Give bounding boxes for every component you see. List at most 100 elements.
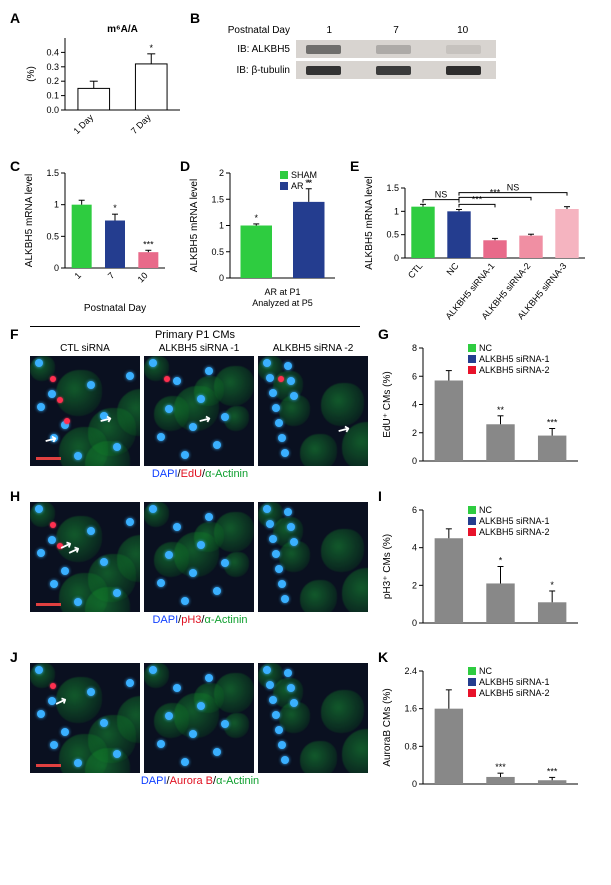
- svg-text:EdU⁺ CMs (%): EdU⁺ CMs (%): [382, 371, 393, 437]
- svg-text:1.5: 1.5: [46, 168, 59, 178]
- svg-text:2: 2: [219, 168, 224, 178]
- svg-text:4: 4: [412, 543, 417, 553]
- svg-text:NC: NC: [479, 343, 492, 353]
- figure: A m⁶A/A 0.0 0.1 0.2 0.3 0.4 (%) 1 Day * 7 Day B P…: [10, 10, 601, 802]
- micrograph-row-J: ↗: [30, 663, 370, 773]
- svg-text:m⁶A/A: m⁶A/A: [107, 24, 138, 35]
- svg-text:NC: NC: [445, 260, 461, 277]
- panel-K: K 0 0.8 1.6 2.4 AuroraB CMs (%) *** *** NC ALKBH…: [378, 649, 588, 802]
- chart-edu: 02468EdU⁺ CMs (%)*****NCALKBH5 siRNA-1AL…: [378, 336, 583, 476]
- panel-F-header: Primary P1 CMs: [30, 326, 360, 341]
- chart-m6a: m⁶A/A 0.0 0.1 0.2 0.3 0.4 (%) 1 Day * 7 Day: [20, 20, 190, 150]
- panel-J: J ↗ DAPI/Aurora B/α-Actinin: [10, 649, 370, 787]
- stain-label-F: DAPI/EdU/α-Actinin: [30, 468, 370, 480]
- blot-header-label: Postnatal Day: [210, 25, 290, 36]
- micrograph-row-H: ↗↗: [30, 502, 370, 612]
- svg-text:NC: NC: [479, 666, 492, 676]
- svg-text:0.5: 0.5: [211, 247, 224, 257]
- svg-text:0.5: 0.5: [46, 231, 59, 241]
- panel-E: E 00.511.5ALKBH5 mRNA levelCTLNCALKBH5 s…: [350, 158, 590, 321]
- panel-label-D: D: [180, 158, 190, 174]
- panel-label-A: A: [10, 10, 20, 26]
- panel-D: D 00.511.52ALKBH5 mRNA level**AR at P1An…: [180, 158, 340, 316]
- svg-text:0.1: 0.1: [46, 91, 59, 101]
- svg-text:(%): (%): [26, 66, 37, 82]
- svg-text:10: 10: [136, 270, 150, 284]
- blot-days: 1710: [296, 25, 496, 36]
- svg-text:***: ***: [547, 766, 558, 776]
- svg-text:NS: NS: [435, 190, 448, 200]
- svg-text:2: 2: [412, 428, 417, 438]
- svg-text:2.4: 2.4: [404, 666, 417, 676]
- svg-text:1: 1: [219, 221, 224, 231]
- svg-text:7 Day: 7 Day: [129, 112, 153, 136]
- chart-alkbh5-postnatal: 00.511.5ALKBH5 mRNA level1*7***10Postnat…: [20, 163, 170, 313]
- svg-text:6: 6: [412, 371, 417, 381]
- chart-aurorab: 0 0.8 1.6 2.4 AuroraB CMs (%) *** *** NC ALKBH5 …: [378, 659, 583, 799]
- svg-text:***: ***: [547, 418, 558, 428]
- svg-text:ALKBH5 siRNA-1: ALKBH5 siRNA-1: [479, 354, 550, 364]
- svg-text:Postnatal Day: Postnatal Day: [84, 303, 146, 314]
- stain-label-J: DAPI/Aurora B/α-Actinin: [30, 775, 370, 787]
- svg-text:ALKBH5 siRNA-2: ALKBH5 siRNA-2: [479, 688, 550, 698]
- svg-text:NC: NC: [479, 505, 492, 515]
- svg-text:**: **: [305, 178, 313, 188]
- svg-text:0.5: 0.5: [386, 230, 399, 240]
- panel-label-J: J: [10, 649, 18, 665]
- svg-text:ALKBH5 siRNA-2: ALKBH5 siRNA-2: [479, 527, 550, 537]
- svg-text:1.6: 1.6: [404, 704, 417, 714]
- svg-text:0: 0: [412, 456, 417, 466]
- svg-text:0: 0: [394, 253, 399, 263]
- svg-text:1: 1: [72, 270, 83, 281]
- svg-text:0.3: 0.3: [46, 62, 59, 72]
- panel-label-G: G: [378, 326, 389, 342]
- panel-I: I 0246pH3⁺ CMs (%)**NCALKBH5 siRNA-1ALKB…: [378, 488, 588, 641]
- panel-label-B: B: [190, 10, 200, 26]
- svg-text:*: *: [550, 580, 554, 590]
- svg-text:0.8: 0.8: [404, 741, 417, 751]
- svg-text:0: 0: [412, 779, 417, 789]
- svg-text:Analyzed at P5: Analyzed at P5: [252, 298, 313, 308]
- panel-label-H: H: [10, 488, 20, 504]
- svg-text:SHAM: SHAM: [291, 170, 317, 180]
- svg-text:0: 0: [412, 618, 417, 628]
- chart-alkbh5-sirna: 00.511.5ALKBH5 mRNA levelCTLNCALKBH5 siR…: [360, 163, 590, 318]
- svg-text:1: 1: [394, 206, 399, 216]
- stain-label-H: DAPI/pH3/α-Actinin: [30, 614, 370, 626]
- svg-text:0: 0: [219, 273, 224, 283]
- svg-text:ALKBH5 siRNA-1: ALKBH5 siRNA-1: [479, 516, 550, 526]
- svg-text:NS: NS: [507, 183, 520, 193]
- svg-text:AR at P1: AR at P1: [264, 287, 300, 297]
- panel-label-C: C: [10, 158, 20, 174]
- svg-text:2: 2: [412, 580, 417, 590]
- panel-B: B Postnatal Day 1710 IB: ALKBH5IB: β-tub…: [190, 10, 570, 82]
- svg-text:ALKBH5 mRNA level: ALKBH5 mRNA level: [24, 174, 35, 267]
- svg-text:4: 4: [412, 400, 417, 410]
- svg-text:***: ***: [472, 194, 483, 204]
- svg-text:0: 0: [54, 263, 59, 273]
- svg-text:0.0: 0.0: [46, 105, 59, 115]
- panel-A: A m⁶A/A 0.0 0.1 0.2 0.3 0.4 (%) 1 Day * 7 Day: [10, 10, 190, 153]
- svg-text:ALKBH5 siRNA-2: ALKBH5 siRNA-2: [479, 365, 550, 375]
- svg-text:*: *: [149, 43, 153, 53]
- svg-text:CTL: CTL: [406, 261, 425, 280]
- svg-text:pH3⁺ CMs (%): pH3⁺ CMs (%): [382, 534, 393, 599]
- panel-G: G 02468EdU⁺ CMs (%)*****NCALKBH5 siRNA-1…: [378, 326, 588, 479]
- svg-text:AR: AR: [291, 181, 304, 191]
- panel-label-I: I: [378, 488, 382, 504]
- svg-text:*: *: [113, 203, 117, 213]
- svg-text:AuroraB CMs (%): AuroraB CMs (%): [382, 688, 393, 766]
- panel-F: F Primary P1 CMs CTL siRNAALKBH5 siRNA -…: [10, 326, 370, 480]
- svg-text:*: *: [254, 213, 258, 223]
- svg-text:1 Day: 1 Day: [71, 112, 95, 136]
- western-blot: IB: ALKBH5IB: β-tubulin: [210, 40, 570, 79]
- svg-text:***: ***: [495, 762, 506, 772]
- svg-text:ALKBH5 mRNA level: ALKBH5 mRNA level: [364, 176, 375, 269]
- panel-label-K: K: [378, 649, 388, 665]
- svg-text:0.4: 0.4: [46, 47, 59, 57]
- column-headers-F: CTL siRNAALKBH5 siRNA -1ALKBH5 siRNA -2: [30, 343, 370, 356]
- svg-text:0.2: 0.2: [46, 76, 59, 86]
- chart-alkbh5-ar: 00.511.52ALKBH5 mRNA level**AR at P1Anal…: [185, 163, 340, 313]
- panel-label-F: F: [10, 326, 19, 342]
- svg-text:7: 7: [106, 270, 117, 281]
